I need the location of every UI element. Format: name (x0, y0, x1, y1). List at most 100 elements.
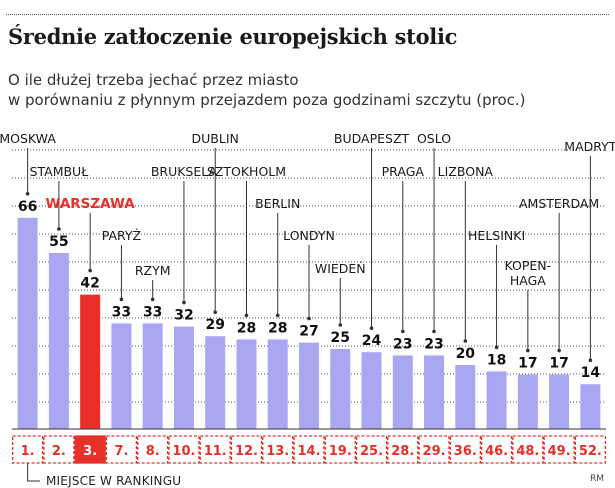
rank-box (574, 435, 607, 464)
value-label: 25 (331, 330, 350, 346)
leader-dot (494, 345, 499, 350)
bar (173, 326, 194, 429)
rank-label: 2. (52, 444, 66, 459)
bar (142, 323, 163, 429)
rank-box (449, 435, 481, 464)
rank-box (387, 435, 419, 464)
category-label: BRUKSELA (151, 164, 218, 179)
bar (299, 342, 319, 429)
leader-dot (400, 329, 405, 334)
category-label: PRAGA (382, 164, 425, 179)
author-credit: RM (590, 474, 605, 484)
rank-label: 1. (21, 444, 35, 459)
leader-dot (369, 326, 374, 331)
rank-label: 36. (454, 444, 477, 459)
bar (392, 355, 413, 429)
leader-dot (275, 313, 280, 318)
rank-box (355, 435, 388, 464)
rank-label: 25. (360, 444, 383, 459)
value-label: 42 (80, 276, 99, 292)
chart-subtitle: O ile dłużej trzeba jechać przez miasto … (8, 71, 526, 109)
value-label: 20 (456, 346, 476, 362)
category-label: MOSKWA (0, 131, 56, 146)
value-label: 18 (487, 352, 506, 368)
rank-label: 8. (146, 444, 160, 459)
category-label: OSLO (417, 131, 451, 146)
rank-label: 10. (172, 444, 195, 459)
value-label: 32 (174, 308, 193, 324)
category-label: AMSTERDAM (519, 196, 599, 211)
rank-box (230, 435, 263, 464)
rank-box (418, 435, 450, 464)
leader-dot (150, 297, 155, 302)
rank-label: 49. (548, 444, 571, 459)
rank-label: 13. (266, 444, 289, 459)
leader-dot (432, 329, 436, 334)
bar (580, 384, 601, 429)
bar (48, 253, 69, 429)
bar (361, 352, 382, 429)
rank-label: 7. (114, 444, 128, 459)
rank-box (199, 435, 231, 464)
bar (330, 349, 351, 429)
value-label: 27 (299, 324, 318, 340)
bar (80, 294, 101, 429)
category-label: WARSZAWA (46, 196, 136, 212)
rank-box (480, 435, 513, 464)
value-label: 24 (362, 333, 382, 349)
rank-label: 52. (579, 444, 602, 459)
leader-dot (244, 313, 249, 318)
bar (236, 339, 257, 429)
value-label: 28 (237, 320, 256, 336)
rank-box (512, 435, 544, 464)
category-label: HELSINKI (468, 228, 525, 243)
rank-label: 19. (329, 444, 352, 459)
value-label: 33 (143, 304, 162, 320)
category-label: DUBLIN (192, 131, 239, 146)
bar (205, 336, 226, 429)
bar (17, 217, 38, 429)
category-label: LIZBONA (438, 164, 494, 179)
value-label: 29 (205, 317, 224, 333)
category-label: BERLIN (255, 196, 300, 211)
category-label: SZTOKHOLM (207, 164, 286, 179)
rank-box (293, 435, 325, 464)
category-label: MADRYT (564, 139, 615, 154)
value-label: 17 (518, 356, 537, 372)
rank-label: 12. (235, 444, 258, 459)
rank-box (43, 435, 75, 464)
rank-label: 29. (423, 444, 446, 459)
bar (111, 323, 132, 429)
rank-label: 46. (485, 444, 508, 459)
value-label: 17 (549, 356, 568, 372)
value-label: 28 (268, 320, 287, 336)
rank-label: 11. (204, 444, 227, 459)
leader-dot (338, 323, 343, 327)
leader-dot (588, 358, 593, 363)
value-label: 23 (424, 336, 443, 352)
category-label: PARYŻ (102, 228, 141, 243)
leader-dot (182, 300, 186, 305)
rank-label: 3. (83, 444, 97, 459)
bar (455, 365, 476, 429)
leader-dot (88, 268, 92, 273)
leader-dot (25, 192, 30, 196)
rank-label: 48. (516, 444, 539, 459)
value-label: 23 (393, 336, 412, 352)
leader-dot (463, 339, 468, 343)
leader-dot (557, 348, 561, 353)
footnote-connector (27, 463, 40, 482)
value-label: 33 (112, 304, 131, 320)
rank-label: 28. (391, 444, 414, 459)
leader-dot (119, 297, 124, 302)
rank-label: 14. (297, 444, 320, 459)
bar (267, 339, 288, 429)
rank-box (74, 435, 106, 464)
value-label: 55 (49, 234, 68, 250)
rank-box (11, 435, 44, 464)
category-label: WIEDEŃ (315, 261, 366, 276)
category-label: LONDYN (283, 228, 335, 243)
top-rule (6, 14, 609, 15)
rank-box (543, 435, 575, 464)
